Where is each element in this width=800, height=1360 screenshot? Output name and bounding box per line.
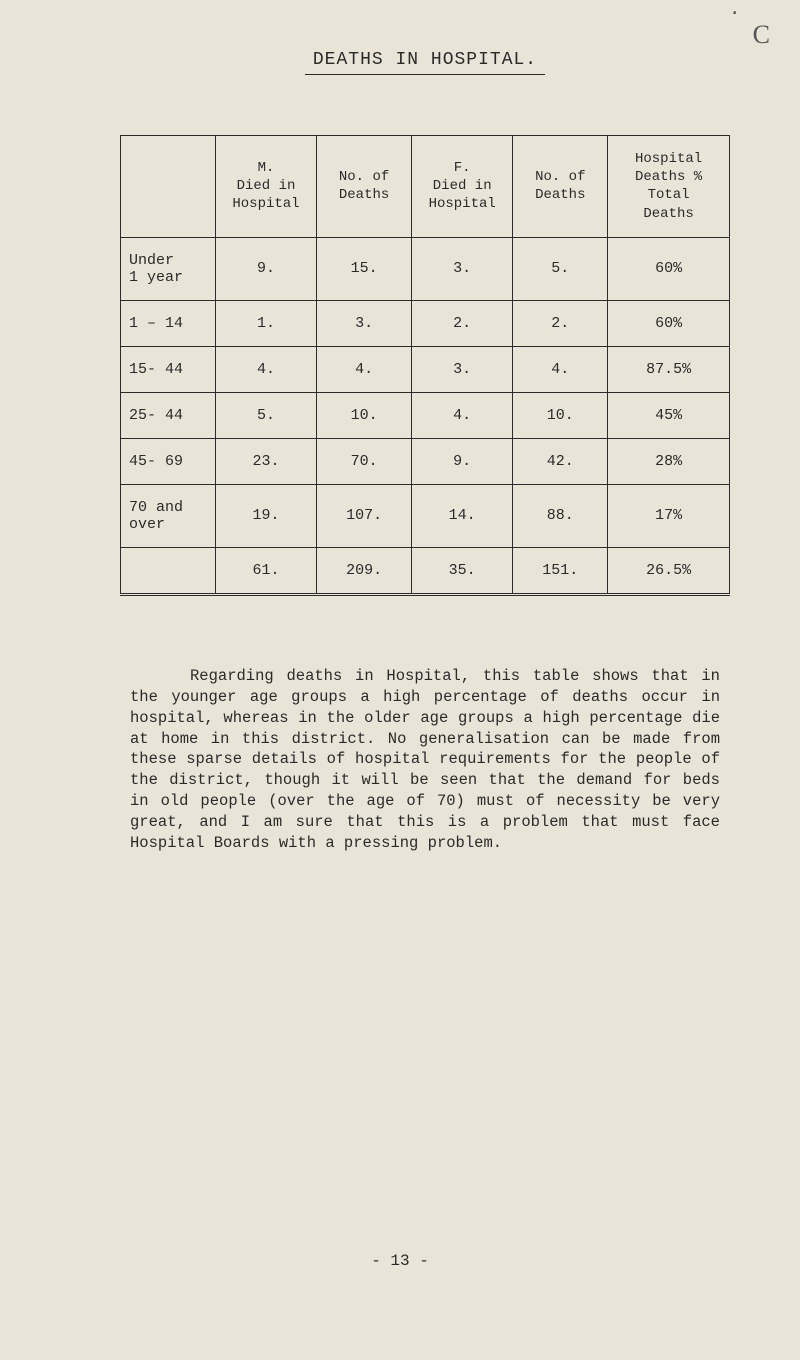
data-cell: 61. [215, 547, 317, 594]
row-label-cell: Under1 year [121, 237, 216, 300]
row-label-cell: 1 – 14 [121, 300, 216, 346]
data-cell: 1. [215, 300, 317, 346]
th-2: No. ofDeaths [317, 136, 412, 238]
data-cell: 4. [411, 392, 513, 438]
table-header-row: M.Died inHospital No. ofDeaths F.Died in… [121, 136, 730, 238]
th-4: No. ofDeaths [513, 136, 608, 238]
row-label-cell: 70 andover [121, 484, 216, 547]
data-cell: 28% [608, 438, 730, 484]
data-cell: 14. [411, 484, 513, 547]
data-cell: 4. [215, 346, 317, 392]
data-cell: 2. [513, 300, 608, 346]
deaths-table: M.Died inHospital No. ofDeaths F.Died in… [120, 135, 730, 596]
th-0 [121, 136, 216, 238]
data-cell: 19. [215, 484, 317, 547]
data-cell: 10. [317, 392, 412, 438]
data-cell: 5. [513, 237, 608, 300]
data-cell: 209. [317, 547, 412, 594]
data-cell: 70. [317, 438, 412, 484]
data-cell: 3. [411, 346, 513, 392]
data-cell: 2. [411, 300, 513, 346]
data-cell: 10. [513, 392, 608, 438]
row-label-cell: 45- 69 [121, 438, 216, 484]
table-row: Under1 year9.15.3.5.60% [121, 237, 730, 300]
th-5: HospitalDeaths %TotalDeaths [608, 136, 730, 238]
page-number: - 13 - [0, 1252, 800, 1270]
table-row: 1 – 141.3.2.2.60% [121, 300, 730, 346]
data-cell: 87.5% [608, 346, 730, 392]
table-row: 25- 445.10.4.10.45% [121, 392, 730, 438]
corner-letter: C [753, 20, 770, 50]
data-cell: 5. [215, 392, 317, 438]
data-cell: 107. [317, 484, 412, 547]
data-cell: 17% [608, 484, 730, 547]
data-cell: 3. [411, 237, 513, 300]
row-label-cell: 15- 44 [121, 346, 216, 392]
th-1: M.Died inHospital [215, 136, 317, 238]
table-row: 15- 444.4.3.4.87.5% [121, 346, 730, 392]
page-title: DEATHS IN HOSPITAL. [120, 50, 730, 70]
th-3: F.Died inHospital [411, 136, 513, 238]
data-cell: 15. [317, 237, 412, 300]
title-underline [305, 74, 545, 75]
data-cell: 35. [411, 547, 513, 594]
corner-mark: · [729, 4, 740, 24]
data-cell: 45% [608, 392, 730, 438]
data-cell: 23. [215, 438, 317, 484]
data-cell: 151. [513, 547, 608, 594]
data-cell: 4. [513, 346, 608, 392]
table-body: Under1 year9.15.3.5.60%1 – 141.3.2.2.60%… [121, 237, 730, 594]
data-cell: 26.5% [608, 547, 730, 594]
data-cell: 60% [608, 237, 730, 300]
table-row: 45- 6923.70.9.42.28% [121, 438, 730, 484]
paragraph-text: Regarding deaths in Hospital, this table… [130, 667, 720, 852]
data-cell: 3. [317, 300, 412, 346]
data-cell: 9. [411, 438, 513, 484]
data-cell: 9. [215, 237, 317, 300]
row-label-cell [121, 547, 216, 594]
table-row: 70 andover19.107.14.88.17% [121, 484, 730, 547]
body-paragraph: Regarding deaths in Hospital, this table… [130, 666, 720, 854]
page-container: DEATHS IN HOSPITAL. M.Died inHospital No… [0, 0, 800, 1360]
row-label-cell: 25- 44 [121, 392, 216, 438]
data-cell: 42. [513, 438, 608, 484]
table-row: 61.209.35.151.26.5% [121, 547, 730, 594]
data-cell: 88. [513, 484, 608, 547]
data-cell: 4. [317, 346, 412, 392]
data-cell: 60% [608, 300, 730, 346]
